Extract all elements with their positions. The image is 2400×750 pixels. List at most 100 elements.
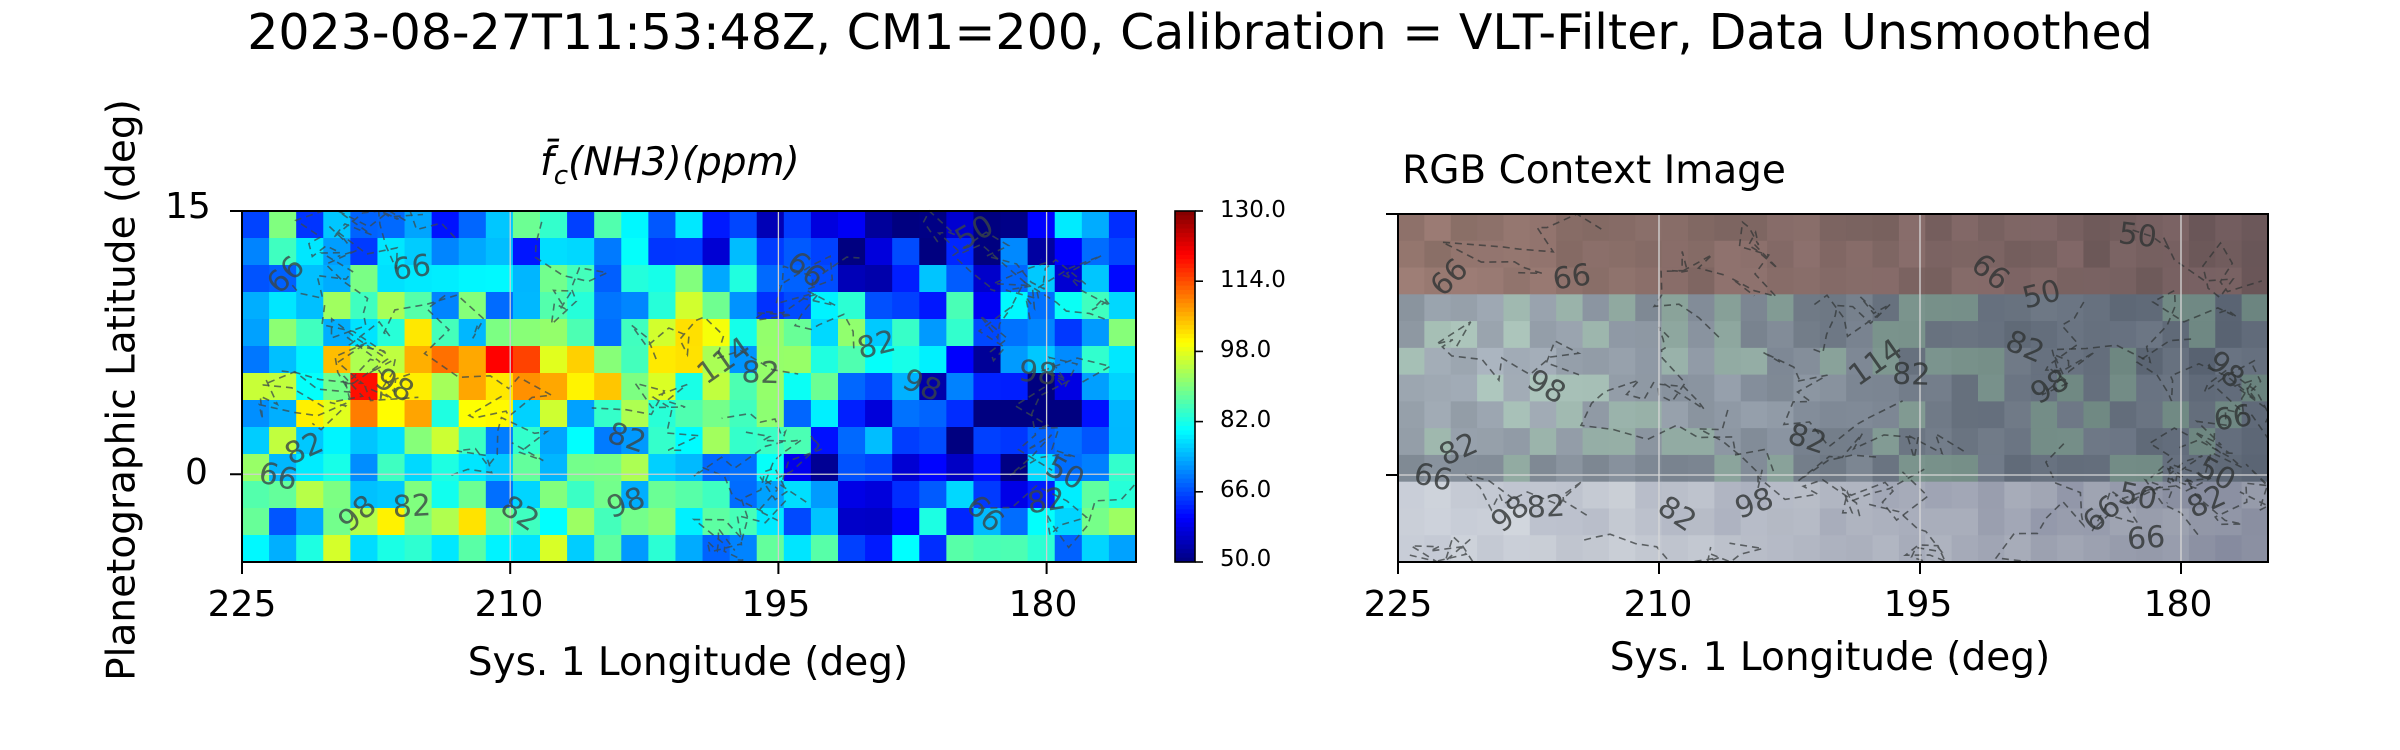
colorbar-segment bbox=[1175, 395, 1195, 401]
heatmap-cell bbox=[567, 454, 595, 482]
colorbar-segment bbox=[1175, 250, 1195, 256]
rgb-image-cell bbox=[2162, 508, 2190, 536]
rgb-image-cell bbox=[1767, 374, 1795, 402]
contour-label: 82 bbox=[1892, 357, 1931, 393]
rgb-image-cell bbox=[1740, 321, 1768, 349]
rgb-image-cell bbox=[1477, 214, 1505, 242]
contour-line bbox=[778, 254, 855, 349]
rgb-image-cell bbox=[2004, 428, 2032, 456]
contour-line bbox=[1435, 321, 1582, 383]
rgb-image-cell bbox=[1714, 347, 1742, 376]
rgb-image-cell bbox=[2083, 321, 2111, 349]
rgb-image-cell bbox=[1714, 454, 1742, 483]
rgb-image-cell bbox=[1582, 374, 1610, 402]
colorbar-segment bbox=[1175, 390, 1195, 396]
heatmap-cell bbox=[296, 346, 324, 374]
heatmap-cell bbox=[946, 346, 975, 374]
heatmap-cell bbox=[865, 211, 893, 239]
rgb-image-cell bbox=[1503, 508, 1531, 536]
heatmap-cell bbox=[323, 427, 351, 455]
heatmap-cell bbox=[783, 211, 812, 239]
colorbar-segment bbox=[1175, 268, 1195, 274]
rgb-image-cell bbox=[1688, 508, 1715, 536]
heatmap-cell bbox=[404, 427, 433, 455]
heatmap-cell bbox=[756, 346, 785, 374]
colorbar-tick-label: 50.0 bbox=[1220, 546, 1272, 572]
heatmap-cell bbox=[892, 400, 920, 428]
heatmap-cell bbox=[296, 454, 324, 482]
heatmap-cell bbox=[377, 481, 406, 509]
heatmap-cell bbox=[675, 535, 704, 563]
colorbar-segment bbox=[1175, 254, 1195, 260]
colorbar-segment bbox=[1175, 298, 1195, 304]
heatmap-cell bbox=[242, 400, 270, 428]
rgb-image-cell bbox=[1398, 240, 1425, 269]
colorbar-segment bbox=[1175, 496, 1195, 502]
rgb-image-cell bbox=[2083, 294, 2111, 322]
rgb-image-cell bbox=[2136, 214, 2164, 242]
heatmap-cell bbox=[485, 238, 514, 266]
rgb-image-cell bbox=[1450, 428, 1478, 456]
heatmap-cell bbox=[485, 400, 514, 428]
heatmap-cell bbox=[1081, 211, 1110, 239]
heatmap-cell bbox=[540, 535, 568, 563]
heatmap-cell bbox=[458, 400, 487, 428]
heatmap-cell bbox=[323, 292, 351, 320]
rgb-image-cell bbox=[2136, 428, 2164, 456]
rgb-image-cell bbox=[2109, 401, 2137, 429]
heatmap-cell bbox=[1000, 508, 1029, 536]
heatmap-cell bbox=[810, 535, 839, 563]
rgb-image-cell bbox=[2057, 294, 2085, 322]
heatmap-cell bbox=[892, 238, 920, 266]
x-tick-label: 210 bbox=[474, 584, 544, 625]
rgb-image-cell bbox=[1450, 347, 1478, 376]
heatmap-cell bbox=[540, 238, 568, 266]
contour-line bbox=[451, 416, 550, 476]
colorbar-tick-label: 130.0 bbox=[1220, 197, 1286, 223]
heatmap-cell bbox=[675, 373, 704, 401]
heatmap-cell bbox=[865, 535, 893, 563]
heatmap-cell bbox=[621, 238, 649, 266]
heatmap-cell bbox=[865, 238, 893, 266]
colorbar-segment bbox=[1175, 224, 1195, 230]
rgb-image-cell bbox=[2162, 401, 2190, 429]
heatmap-cell bbox=[377, 265, 406, 293]
rgb-image-cell bbox=[1925, 374, 1953, 402]
contour-label: 66 bbox=[255, 455, 300, 498]
rgb-image-cell bbox=[1872, 347, 1900, 376]
rgb-image-cell bbox=[1951, 481, 1979, 510]
heatmap-cell bbox=[865, 481, 893, 509]
rgb-image-cell bbox=[1898, 454, 1926, 483]
rgb-image-cell bbox=[1978, 508, 2005, 536]
rgb-image-cell bbox=[1503, 401, 1531, 429]
rgb-image-cell bbox=[1898, 214, 1926, 242]
rgb-image-cell bbox=[1424, 347, 1452, 376]
heatmap-cell bbox=[702, 265, 731, 293]
heatmap-cell bbox=[892, 373, 920, 401]
rgb-image-cell bbox=[1529, 428, 1557, 456]
heatmap-cell bbox=[594, 535, 622, 563]
contour-line bbox=[1463, 473, 1588, 516]
colorbar-segment bbox=[1175, 272, 1195, 278]
rgb-image-cell bbox=[1635, 454, 1663, 483]
heatmap-cell bbox=[1054, 292, 1083, 320]
rgb-image-cell bbox=[1477, 374, 1505, 402]
heatmap-cell bbox=[783, 265, 812, 293]
rgb-image-cell bbox=[1898, 401, 1926, 429]
rgb-image-cell bbox=[1819, 481, 1847, 510]
rgb-image-cell bbox=[1424, 428, 1452, 456]
heatmap-cell bbox=[567, 211, 595, 239]
rgb-image-cell bbox=[1635, 428, 1663, 456]
heatmap-cell bbox=[1108, 454, 1137, 482]
rgb-image-cell bbox=[1740, 214, 1768, 242]
heatmap-cell bbox=[269, 508, 297, 536]
colorbar-segment bbox=[1175, 417, 1195, 423]
heatmap-cell bbox=[485, 454, 514, 482]
colorbar-segment bbox=[1175, 513, 1195, 519]
rgb-image-cell bbox=[1556, 374, 1584, 402]
rgb-title: RGB Context Image bbox=[1402, 148, 1786, 193]
rgb-image-cell bbox=[2083, 374, 2111, 402]
colorbar-segment bbox=[1175, 364, 1195, 370]
rgb-image-cell bbox=[1608, 508, 1636, 536]
rgb-image-cell bbox=[1846, 214, 1874, 242]
